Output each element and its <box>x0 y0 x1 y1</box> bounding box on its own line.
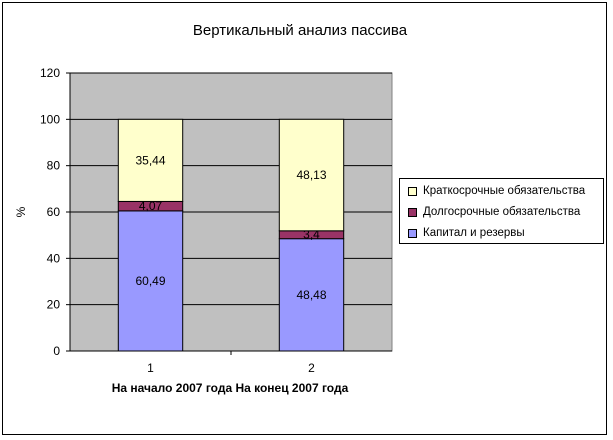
y-tick-label: 80 <box>47 159 61 173</box>
bar-segment <box>278 238 345 352</box>
legend-label-capital: Капитал и резервы <box>423 227 525 239</box>
x-tick-label: 2 <box>308 361 315 375</box>
y-tick-label: 60 <box>47 205 61 219</box>
y-tick-label: 100 <box>40 112 60 126</box>
data-label: 35,44 <box>135 153 165 167</box>
bar-segment <box>117 118 184 202</box>
legend-label-long-term: Долгосрочные обязательства <box>423 206 581 218</box>
y-tick-label: 0 <box>53 344 60 358</box>
legend: Краткосрочные обязательства Долгосрочные… <box>399 178 604 244</box>
legend-swatch-capital <box>408 228 417 238</box>
data-label: 48,48 <box>296 288 326 302</box>
y-tick-label: 20 <box>47 298 61 312</box>
x-axis-title: На начало 2007 года На конец 2007 года <box>111 381 349 395</box>
bar-segment <box>117 210 184 352</box>
y-tick-label: 40 <box>47 251 61 265</box>
data-label: 4,07 <box>139 199 163 213</box>
bar-segment <box>278 118 345 232</box>
chart-title: Вертикальный анализ пассива <box>192 22 408 39</box>
data-label: 48,13 <box>296 168 326 182</box>
legend-item-capital: Капитал и резервы <box>408 225 525 241</box>
data-label: 60,49 <box>135 274 165 288</box>
x-tick-label: 1 <box>147 361 154 375</box>
legend-label-short-term: Краткосрочные обязательства <box>423 185 586 197</box>
legend-swatch-long-term <box>408 207 417 217</box>
legend-item-short-term: Краткосрочные обязательства <box>408 183 585 199</box>
y-tick-label: 120 <box>40 66 60 80</box>
legend-item-long-term: Долгосрочные обязательства <box>408 204 580 220</box>
legend-swatch-short-term <box>408 186 417 196</box>
